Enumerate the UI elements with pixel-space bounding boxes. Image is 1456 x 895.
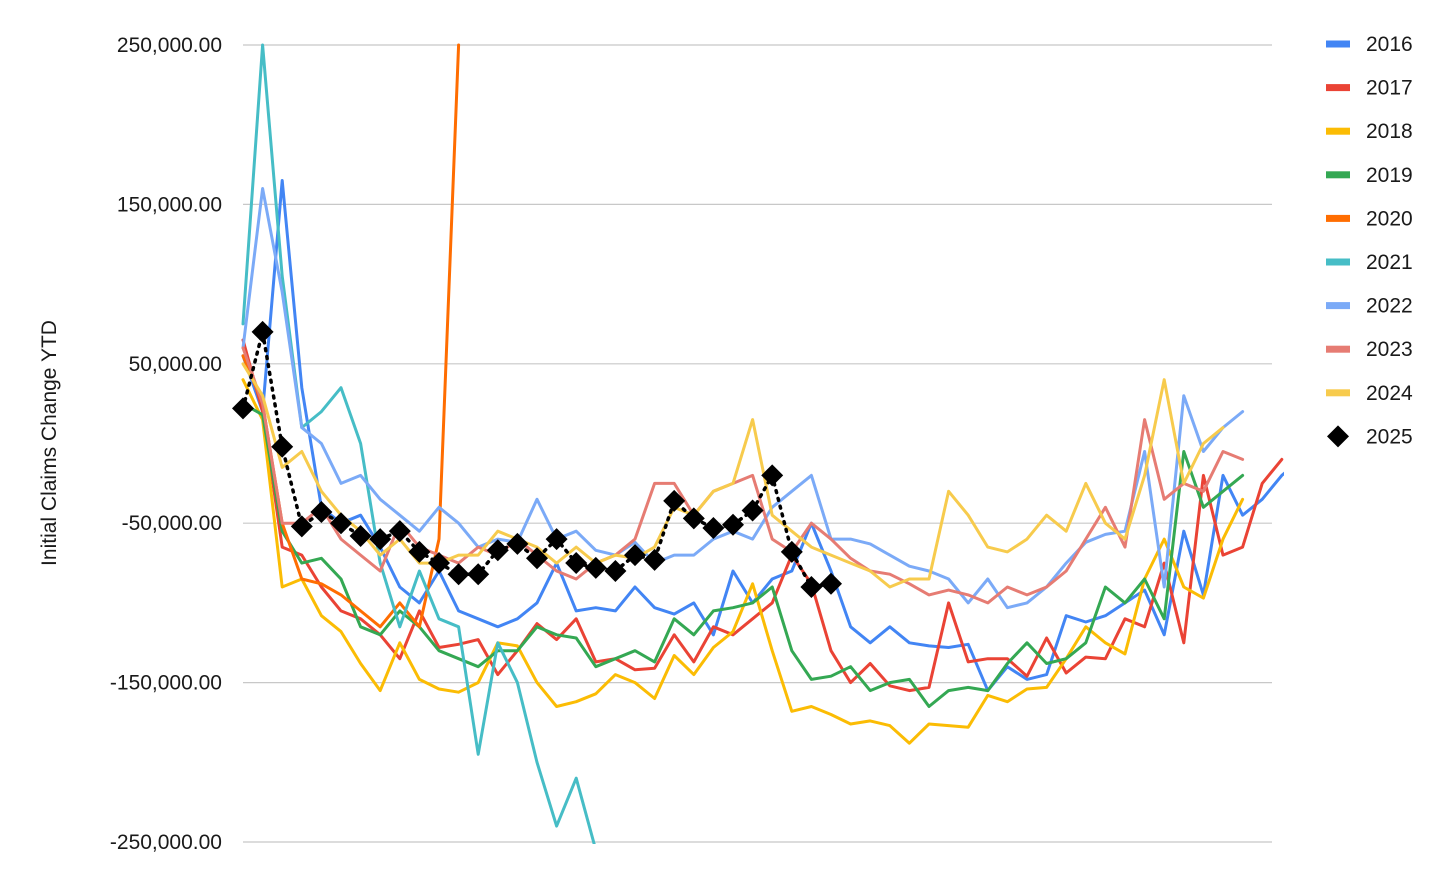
legend-item-2021[interactable]: 2021 (1326, 251, 1413, 274)
data-point-2025 (330, 512, 352, 535)
series-line-2018 (241, 378, 1245, 745)
legend-label: 2020 (1366, 207, 1413, 230)
series-2017 (241, 338, 1284, 693)
series-2024 (241, 362, 1225, 589)
data-point-2025 (545, 528, 568, 551)
legend-item-2024[interactable]: 2024 (1326, 382, 1413, 405)
data-point-2025 (624, 544, 646, 567)
y-axis-tick-labels: 250,000.00 150,000.00 50,000.00 -50,000.00 -… (110, 34, 222, 854)
legend-swatch (1326, 389, 1350, 397)
legend-item-2025[interactable]: 2025 (1327, 425, 1413, 448)
data-point-2025 (271, 435, 294, 458)
data-point-2025 (310, 501, 333, 524)
legend-swatch (1326, 345, 1350, 353)
series-lines (232, 43, 1284, 844)
y-tick-label: -50,000.00 (122, 512, 222, 535)
data-point-2025 (349, 524, 372, 547)
legend-item-2017[interactable]: 2017 (1326, 77, 1413, 100)
legend-label: 2016 (1366, 33, 1413, 56)
y-axis-title: Initial Claims Change YTD (38, 320, 61, 566)
legend-swatch (1326, 258, 1350, 266)
data-point-2025 (428, 552, 450, 575)
legend-item-2023[interactable]: 2023 (1326, 338, 1413, 361)
data-point-2025 (663, 489, 686, 512)
data-point-2025 (486, 539, 509, 562)
series-2025 (232, 320, 842, 598)
legend-item-2019[interactable]: 2019 (1326, 164, 1413, 187)
legend-label: 2023 (1366, 338, 1413, 361)
legend-swatch (1326, 171, 1350, 179)
data-point-2025 (506, 532, 529, 555)
data-point-2025 (251, 320, 274, 343)
data-point-2025 (722, 513, 744, 536)
legend-label: 2021 (1366, 251, 1413, 274)
data-point-2025 (369, 528, 392, 551)
legend-swatch (1326, 127, 1350, 135)
legend[interactable]: 2016 2017 2018 2019 2020 2021 2022 2023 2024 2025 (1326, 33, 1413, 448)
legend-label: 2025 (1366, 425, 1413, 448)
legend-item-2016[interactable]: 2016 (1326, 33, 1413, 56)
data-point-2025 (408, 540, 431, 563)
y-tick-label: 150,000.00 (117, 193, 222, 216)
series-line-2024 (241, 362, 1225, 589)
y-tick-label: -150,000.00 (110, 672, 222, 695)
series-line-2021 (241, 43, 596, 844)
data-point-2025 (820, 572, 842, 595)
data-point-2025 (741, 499, 764, 522)
legend-swatch (1326, 84, 1350, 92)
series-2023 (241, 346, 1245, 605)
data-point-2025 (467, 563, 490, 586)
legend-swatch (1326, 214, 1350, 222)
series-2021 (241, 43, 596, 844)
gridlines (243, 44, 1272, 843)
legend-swatch (1326, 302, 1350, 310)
series-line-2019 (241, 402, 1245, 708)
data-point-2025 (584, 556, 607, 579)
legend-item-2018[interactable]: 2018 (1326, 120, 1413, 143)
data-point-2025 (290, 515, 313, 538)
data-point-2025 (682, 507, 705, 530)
data-point-2025 (761, 464, 784, 487)
data-point-2025 (232, 397, 254, 420)
data-point-2025 (388, 520, 411, 543)
data-point-2025 (800, 575, 823, 598)
legend-swatch (1327, 425, 1349, 448)
y-tick-label: 250,000.00 (117, 34, 222, 57)
legend-item-2020[interactable]: 2020 (1326, 207, 1413, 230)
data-point-2025 (565, 552, 588, 575)
data-point-2025 (604, 560, 627, 583)
series-line-2017 (241, 338, 1284, 693)
y-tick-label: -250,000.00 (110, 831, 222, 854)
legend-swatch (1326, 40, 1350, 48)
legend-label: 2024 (1366, 382, 1413, 405)
data-point-2025 (780, 540, 803, 563)
data-point-2025 (643, 548, 666, 571)
legend-label: 2018 (1366, 120, 1413, 143)
data-point-2025 (526, 547, 548, 570)
data-point-2025 (447, 563, 470, 586)
legend-label: 2022 (1366, 295, 1413, 318)
legend-label: 2019 (1366, 164, 1413, 187)
series-2018 (241, 378, 1245, 745)
series-2019 (241, 402, 1245, 708)
y-tick-label: 50,000.00 (129, 353, 222, 376)
legend-item-2022[interactable]: 2022 (1326, 295, 1413, 318)
series-line-2023 (241, 346, 1245, 605)
data-point-2025 (702, 516, 725, 539)
legend-label: 2017 (1366, 77, 1413, 100)
